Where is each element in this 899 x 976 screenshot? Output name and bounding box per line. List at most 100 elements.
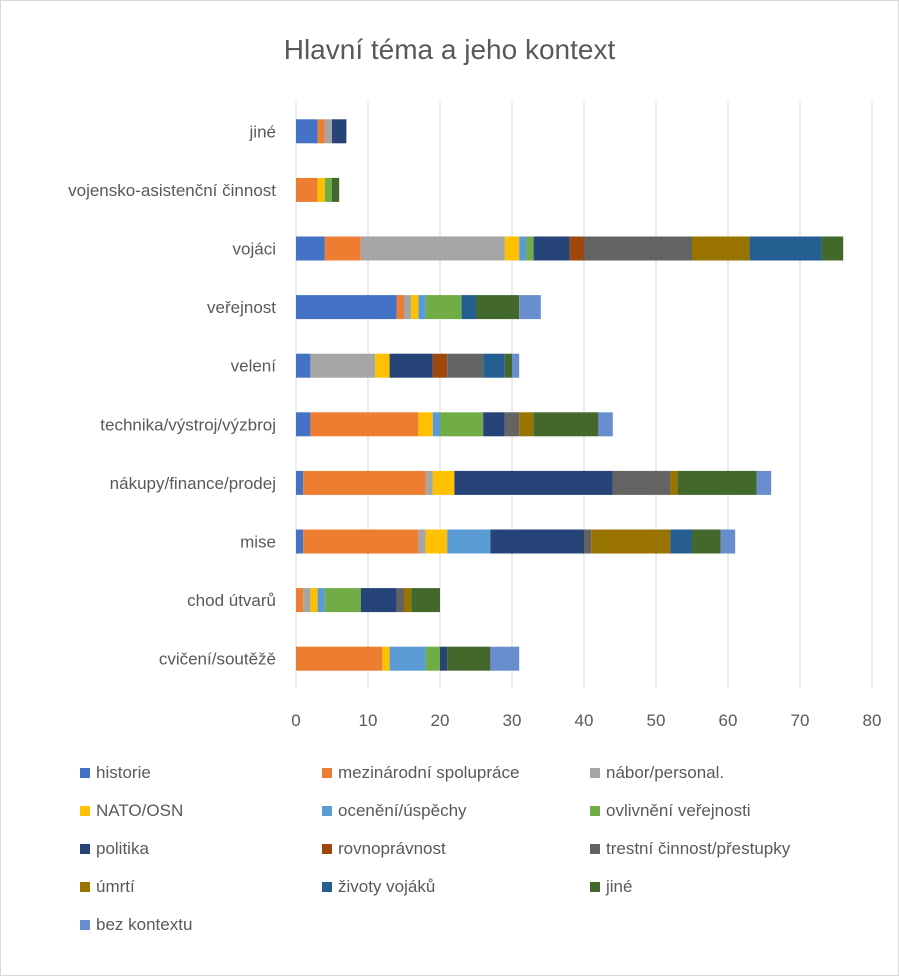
x-tick-label: 80 bbox=[863, 711, 882, 730]
bar-segment bbox=[533, 236, 570, 261]
bar-segment bbox=[432, 470, 455, 495]
category-label: vojensko-asistenční činnost bbox=[68, 181, 276, 200]
bar-segment bbox=[670, 470, 678, 495]
bar-segment bbox=[584, 236, 692, 261]
bar-segment bbox=[483, 412, 505, 437]
bar-segment bbox=[296, 470, 304, 495]
bar-segment bbox=[756, 470, 772, 495]
bar-segment bbox=[396, 295, 404, 320]
category-label: nákupy/finance/prodej bbox=[110, 474, 276, 493]
category-label: chod útvarů bbox=[187, 591, 276, 610]
bar-segment bbox=[418, 529, 426, 554]
bar-segment bbox=[483, 353, 505, 378]
bar-segment bbox=[591, 529, 671, 554]
bar-segment bbox=[432, 412, 440, 437]
bar-segment bbox=[447, 529, 491, 554]
bar-segment bbox=[612, 470, 671, 495]
bar-segment bbox=[504, 353, 512, 378]
bar-segment bbox=[332, 119, 347, 144]
bar-segment bbox=[670, 529, 692, 554]
bar-segment bbox=[476, 295, 520, 320]
category-label: mise bbox=[240, 533, 276, 552]
x-tick-label: 20 bbox=[431, 711, 450, 730]
bar-segment bbox=[404, 588, 412, 613]
bar-segment bbox=[310, 588, 318, 613]
bar-segment bbox=[396, 588, 404, 613]
bar-segment bbox=[461, 295, 476, 320]
bar-segment bbox=[454, 470, 613, 495]
bar-segment bbox=[310, 412, 419, 437]
bar-segment bbox=[425, 646, 440, 671]
bar-segment bbox=[512, 353, 520, 378]
bar-segment bbox=[296, 295, 397, 320]
x-tick-label: 0 bbox=[291, 711, 300, 730]
bar-segment bbox=[519, 295, 541, 320]
x-tick-label: 40 bbox=[575, 711, 594, 730]
category-label: technika/výstroj/výzbroj bbox=[100, 415, 276, 434]
chart-title: Hlavní téma a jeho kontext bbox=[283, 34, 616, 65]
bar-segment bbox=[425, 529, 448, 554]
bar-segment bbox=[677, 470, 757, 495]
bar-segment bbox=[821, 236, 844, 261]
bar-segment bbox=[375, 353, 390, 378]
bar-segment bbox=[418, 295, 426, 320]
x-tick-label: 10 bbox=[359, 711, 378, 730]
bar-segment bbox=[519, 412, 534, 437]
bar-segment bbox=[303, 529, 419, 554]
bar-segment bbox=[598, 412, 613, 437]
bar-segment bbox=[447, 353, 484, 378]
bar-segment bbox=[296, 119, 318, 144]
bar-segment bbox=[490, 646, 520, 671]
bar-segment bbox=[490, 529, 584, 554]
category-label: veřejnost bbox=[207, 298, 276, 317]
bar-segment bbox=[504, 236, 520, 261]
x-tick-label: 60 bbox=[719, 711, 738, 730]
bar-segment bbox=[432, 353, 448, 378]
bar-segment bbox=[296, 588, 304, 613]
bar-segment bbox=[360, 236, 505, 261]
bar-segment bbox=[692, 236, 750, 261]
bar-segment bbox=[584, 529, 592, 554]
category-label: cvičení/soutěžě bbox=[159, 650, 276, 669]
bar-segment bbox=[425, 295, 462, 320]
bar-segment bbox=[317, 588, 325, 613]
bar-segment bbox=[332, 177, 340, 202]
x-tick-label: 70 bbox=[791, 711, 810, 730]
bar-segment bbox=[296, 412, 311, 437]
bar-segment bbox=[526, 236, 534, 261]
bar-segment bbox=[296, 353, 311, 378]
bar-segment bbox=[504, 412, 520, 437]
bar-segment bbox=[425, 470, 433, 495]
bar-segment bbox=[324, 177, 332, 202]
category-label: jiné bbox=[249, 122, 276, 141]
bar-segment bbox=[324, 236, 361, 261]
category-label: velení bbox=[231, 357, 277, 376]
bar-segment bbox=[317, 119, 325, 144]
bar-segment bbox=[411, 295, 419, 320]
bar-segment bbox=[324, 588, 361, 613]
bar-segment bbox=[296, 177, 318, 202]
bar-segment bbox=[569, 236, 584, 261]
bar-segment bbox=[404, 295, 412, 320]
bar-segment bbox=[411, 588, 440, 613]
bar-segment bbox=[389, 646, 426, 671]
category-label: vojáci bbox=[233, 240, 276, 259]
bar-segment bbox=[324, 119, 332, 144]
bar-segment bbox=[440, 646, 448, 671]
bar-segment bbox=[533, 412, 599, 437]
bar-segment bbox=[720, 529, 736, 554]
bar-segment bbox=[749, 236, 822, 261]
x-tick-label: 30 bbox=[503, 711, 522, 730]
bar-segment bbox=[440, 412, 484, 437]
bar-segment bbox=[447, 646, 491, 671]
bar-segment bbox=[389, 353, 433, 378]
bar-segment bbox=[296, 646, 383, 671]
bar-segment bbox=[317, 177, 325, 202]
x-tick-label: 50 bbox=[647, 711, 666, 730]
bar-segment bbox=[382, 646, 390, 671]
bar-segment bbox=[360, 588, 397, 613]
bar-segment bbox=[296, 529, 304, 554]
bar-segment bbox=[519, 236, 527, 261]
bar-segment bbox=[692, 529, 721, 554]
